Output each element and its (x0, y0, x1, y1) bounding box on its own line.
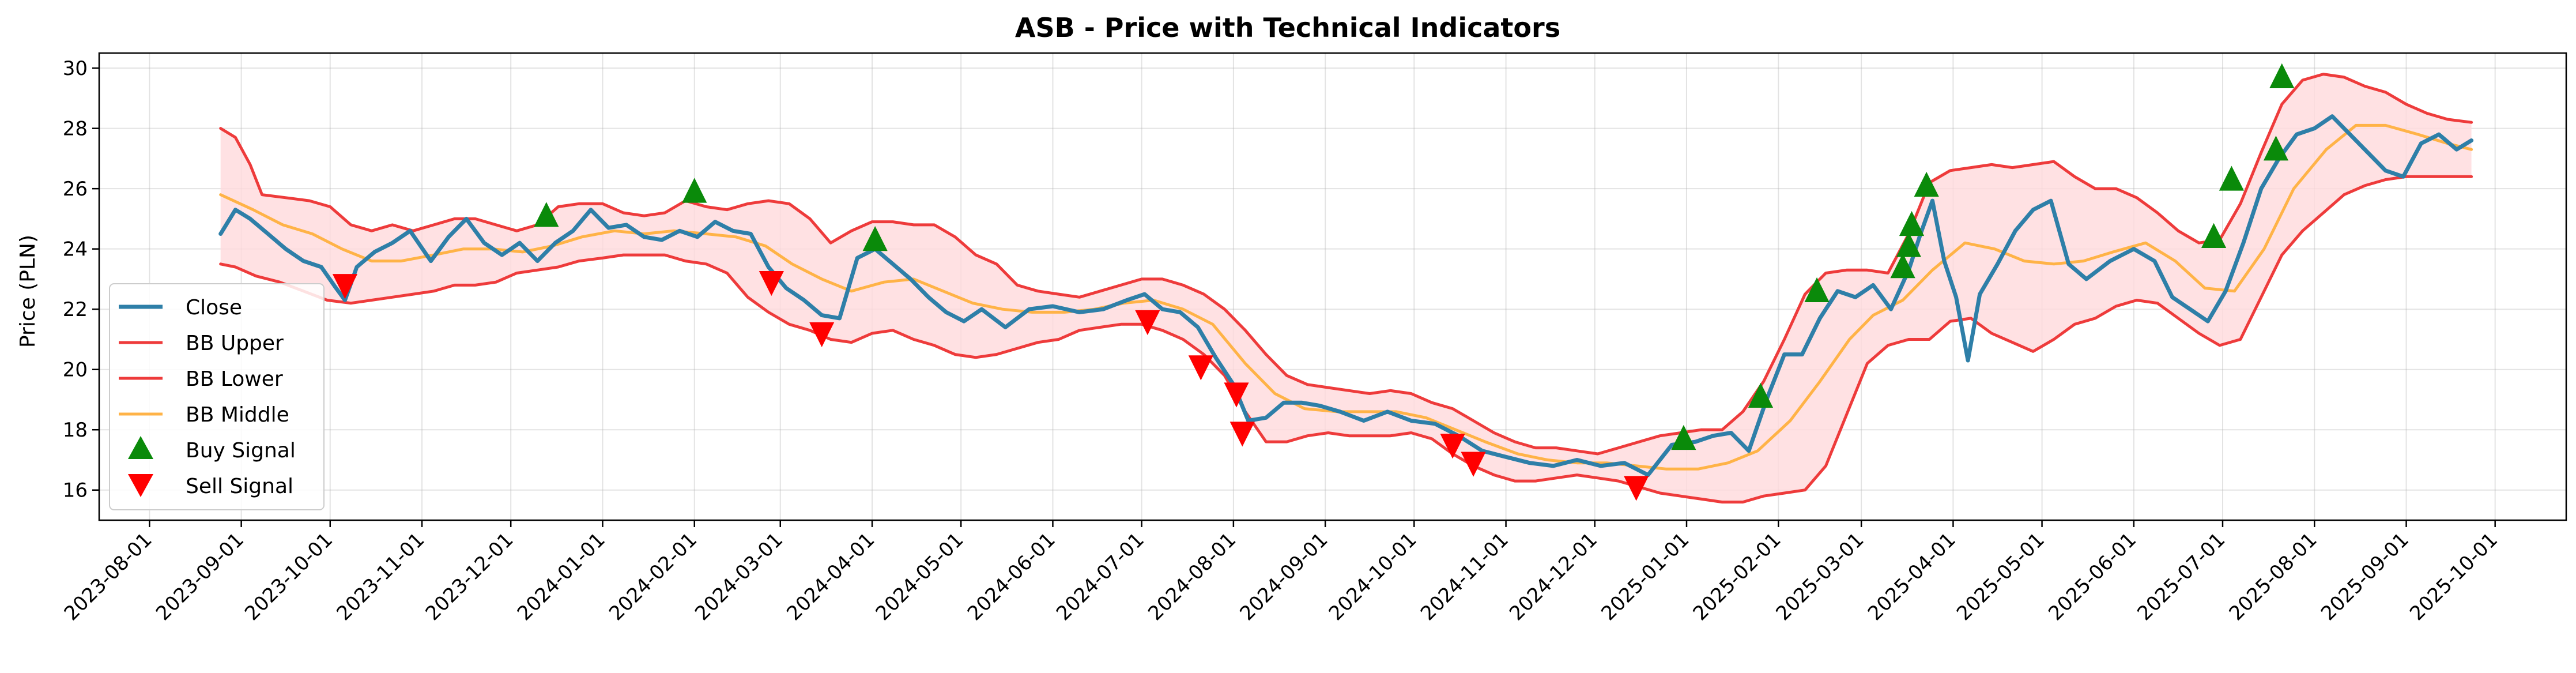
sell-signal-marker (1461, 452, 1486, 477)
legend-entry-bb-upper: BB Upper (186, 332, 284, 355)
y-tick-label: 28 (63, 118, 88, 141)
legend-entry-bb-lower: BB Lower (186, 367, 283, 391)
y-tick-label: 16 (63, 479, 88, 502)
buy-signal-marker (534, 202, 559, 227)
buy-signal-marker (1671, 424, 1696, 450)
y-tick-label: 20 (63, 359, 88, 382)
buy-signal-marker (1890, 253, 1915, 279)
buy-signal-marker (1748, 382, 1774, 408)
sell-signal-marker (1229, 422, 1255, 447)
bb-band-area (220, 74, 2472, 502)
legend-swatch-buy (128, 436, 153, 459)
sell-signal-marker (809, 322, 835, 347)
sell-signal-marker (1188, 355, 1213, 381)
y-axis-ticks: 16 18 20 22 24 26 28 30 (63, 57, 99, 502)
buy-signal-marker (1899, 210, 1925, 236)
series-close (218, 114, 2474, 478)
series-bb-upper (219, 73, 2473, 456)
buy-signal-marker (2219, 166, 2244, 191)
plot-frame (98, 52, 2567, 521)
buy-signal-marker (1804, 277, 1830, 303)
signal-markers (332, 63, 2295, 501)
buy-signal-marker (682, 178, 707, 203)
sell-signal-marker (1224, 382, 1249, 408)
buy-signal-marker (862, 226, 888, 251)
y-tick-label: 26 (63, 178, 88, 201)
legend-swatch-sell (128, 474, 153, 497)
sell-signal-marker (1440, 434, 1465, 459)
series-lines (218, 73, 2474, 504)
y-tick-label: 18 (63, 419, 88, 442)
y-tick-label: 30 (63, 57, 88, 80)
buy-signal-marker (2201, 223, 2227, 248)
sell-signal-marker (1624, 476, 1649, 501)
buy-signal-marker (2263, 136, 2289, 161)
legend-entry-bb-middle: BB Middle (186, 403, 289, 427)
series-bb-middle (219, 123, 2473, 471)
buy-signal-marker (1896, 232, 1921, 257)
sell-signal-marker (759, 270, 784, 296)
chart-title: ASB - Price with Technical Indicators (1015, 12, 1560, 43)
legend: Close BB Upper BB Lower BB Middle Buy Si… (109, 283, 325, 510)
legend-box (109, 283, 325, 510)
y-axis-label: Price (PLN) (16, 235, 40, 348)
sell-signal-marker (1135, 310, 1160, 336)
legend-entry-close: Close (186, 296, 242, 319)
series-bb-lower (219, 175, 2473, 504)
legend-entry-buy-signal: Buy Signal (186, 439, 296, 463)
sell-signal-marker (332, 274, 358, 299)
legend-entry-sell-signal: Sell Signal (186, 475, 293, 498)
buy-signal-marker (1914, 171, 1939, 197)
y-tick-label: 24 (63, 238, 88, 261)
buy-signal-marker (2269, 63, 2295, 89)
y-tick-label: 22 (63, 298, 88, 321)
bollinger-band-fill (220, 74, 2472, 502)
